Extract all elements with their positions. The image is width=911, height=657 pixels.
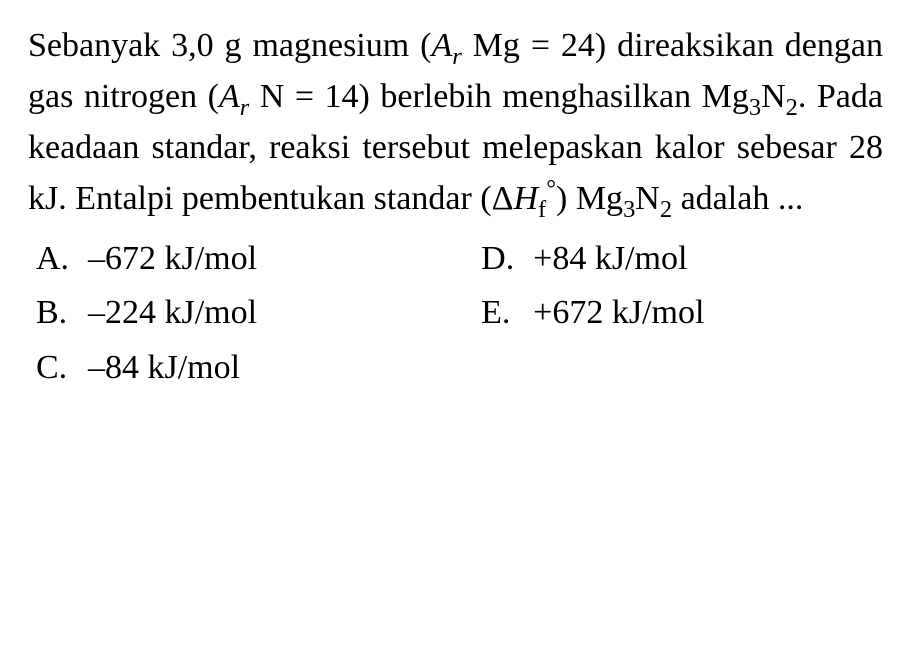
option-c: C. –84 kJ/mol	[36, 341, 481, 395]
text-segment: Sebanyak 3,0 g magnesium (	[28, 27, 431, 64]
text-segment: adalah ...	[672, 180, 803, 217]
text-segment: N = 14) berlebih menghasilkan Mg	[249, 78, 749, 115]
text-segment: N	[761, 78, 786, 115]
options-column-left: A. –672 kJ/mol B. –224 kJ/mol C. –84 kJ/…	[28, 232, 481, 395]
option-b: B. –224 kJ/mol	[36, 286, 481, 340]
option-letter: E.	[481, 286, 533, 340]
option-text: –84 kJ/mol	[88, 341, 240, 395]
option-letter: A.	[36, 232, 88, 286]
option-e: E. +672 kJ/mol	[481, 286, 883, 340]
subscript-3: 3	[623, 196, 635, 223]
option-a: A. –672 kJ/mol	[36, 232, 481, 286]
option-d: D. +84 kJ/mol	[481, 232, 883, 286]
subscript-f: f	[538, 196, 546, 223]
option-letter: D.	[481, 232, 533, 286]
subscript-r: r	[452, 43, 462, 70]
text-segment: ) Mg	[556, 180, 623, 217]
option-letter: B.	[36, 286, 88, 340]
option-text: –672 kJ/mol	[88, 232, 257, 286]
options-column-right: D. +84 kJ/mol E. +672 kJ/mol	[481, 232, 883, 395]
delta-symbol: Δ	[492, 180, 514, 217]
subscript-2: 2	[660, 196, 672, 223]
variable-H: H	[513, 180, 538, 217]
subscript-3: 3	[749, 94, 761, 121]
question-body: Sebanyak 3,0 g magnesium (Ar Mg = 24) di…	[28, 20, 883, 224]
option-text: –224 kJ/mol	[88, 286, 257, 340]
options-container: A. –672 kJ/mol B. –224 kJ/mol C. –84 kJ/…	[28, 232, 883, 395]
variable-A: A	[431, 27, 452, 64]
option-text: +84 kJ/mol	[533, 232, 687, 286]
variable-A: A	[219, 78, 240, 115]
subscript-2: 2	[786, 94, 798, 121]
option-letter: C.	[36, 341, 88, 395]
option-text: +672 kJ/mol	[533, 286, 704, 340]
superscript-degree: °	[546, 176, 556, 203]
delta-h-symbol: ΔHf°	[492, 180, 556, 217]
text-segment: N	[635, 180, 660, 217]
subscript-r: r	[240, 94, 250, 121]
